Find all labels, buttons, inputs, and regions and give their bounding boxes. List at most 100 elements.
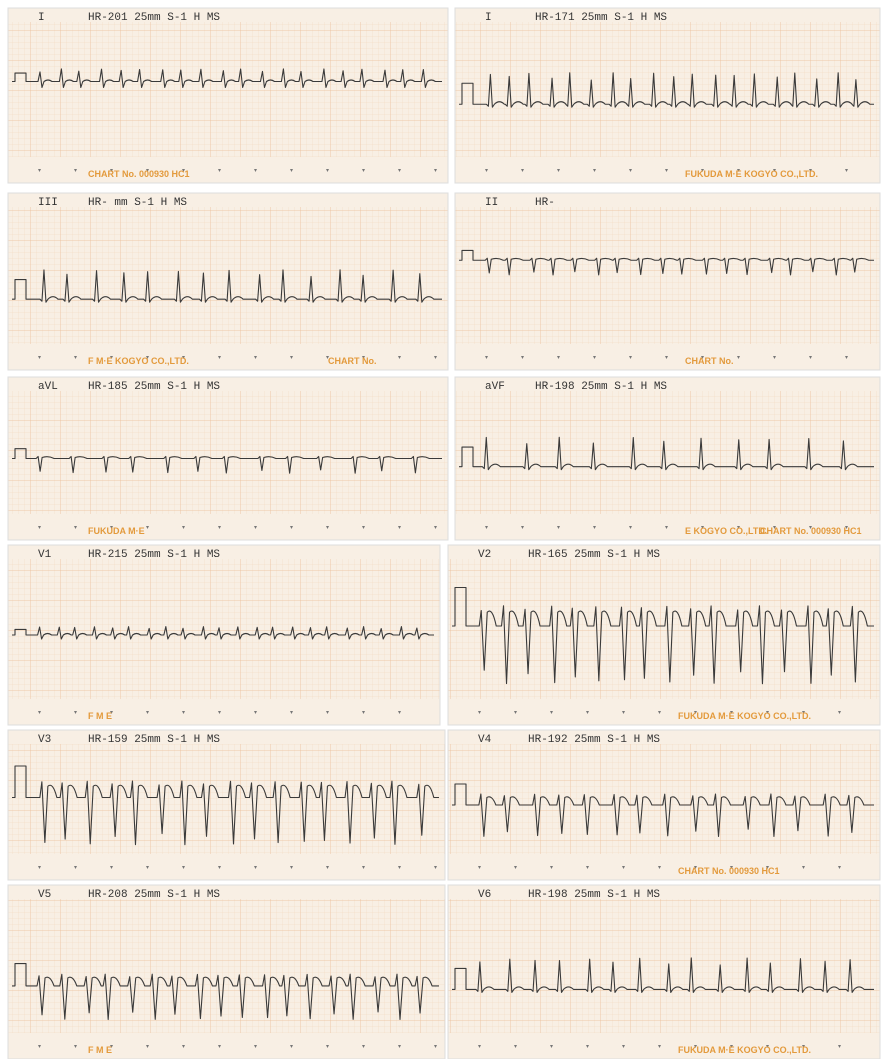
grid [8, 207, 448, 344]
ecg-strip: aVF HR-198 25mm S-1 H MS E KOGYO CO.,LTD.C… [454, 376, 881, 541]
shadow [447, 884, 881, 1059]
timing-mark [110, 526, 113, 529]
ecg-trace [12, 765, 439, 846]
ecg-strip: V5 HR-208 25mm S-1 H MS F M E [7, 884, 446, 1059]
ecg-trace [452, 957, 874, 993]
timing-mark [182, 169, 185, 172]
timing-mark [550, 711, 553, 714]
timing-mark [773, 169, 776, 172]
strip-header: HR- [535, 197, 555, 209]
strip-footer: CHART No. 000930 HC1 [678, 866, 780, 876]
timing-mark [146, 1045, 149, 1048]
timing-mark [434, 526, 437, 529]
timing-mark [254, 169, 257, 172]
timing-mark [622, 711, 625, 714]
timing-mark [485, 356, 488, 359]
timing-mark [586, 866, 589, 869]
lead-label: V3 [38, 734, 51, 746]
grid [448, 899, 880, 1033]
lead-label: V2 [478, 549, 491, 561]
shadow [447, 729, 881, 881]
strip-footer: F M E [88, 711, 112, 721]
timing-mark [701, 169, 704, 172]
timing-mark [773, 356, 776, 359]
timing-mark [110, 169, 113, 172]
timing-mark [701, 356, 704, 359]
timing-mark [593, 169, 596, 172]
grid [455, 391, 880, 514]
timing-mark [218, 169, 221, 172]
timing-mark [838, 711, 841, 714]
ecg-trace [12, 269, 442, 303]
timing-mark [694, 711, 697, 714]
timing-mark [38, 866, 41, 869]
lead-label: II [485, 197, 498, 209]
timing-mark [290, 711, 293, 714]
ecg-strip: V1 HR-215 25mm S-1 H MS F M E [7, 544, 441, 726]
timing-mark [766, 711, 769, 714]
timing-mark [550, 1045, 553, 1048]
strip-footer: F M E [88, 1045, 112, 1055]
timing-mark [845, 356, 848, 359]
shadow [7, 376, 449, 541]
lead-label: aVL [38, 381, 58, 393]
timing-mark [38, 356, 41, 359]
timing-mark [521, 169, 524, 172]
ecg-trace [12, 68, 442, 89]
timing-mark [809, 526, 812, 529]
timing-mark [182, 1045, 185, 1048]
timing-mark [110, 356, 113, 359]
timing-mark [658, 1045, 661, 1048]
grid [448, 559, 880, 699]
timing-mark [838, 1045, 841, 1048]
ecg-trace [459, 72, 874, 108]
grid [8, 391, 448, 514]
strip-footer: E KOGYO CO.,LTD. [685, 526, 767, 536]
timing-mark [514, 866, 517, 869]
timing-mark [326, 356, 329, 359]
grid [455, 207, 880, 344]
timing-mark [434, 356, 437, 359]
timing-mark [182, 866, 185, 869]
timing-mark [802, 866, 805, 869]
timing-mark [38, 169, 41, 172]
ecg-strip: I HR-201 25mm S-1 H MS CHART No. 000930 HC… [7, 7, 449, 184]
timing-mark [110, 866, 113, 869]
timing-mark [38, 1045, 41, 1048]
timing-mark [362, 866, 365, 869]
ecg-strip: III HR- mm S-1 H MS F M·E KOGYO CO.,LTD. CH… [7, 192, 449, 371]
strip-header: HR-185 25mm S-1 H MS [88, 381, 220, 393]
timing-mark [146, 169, 149, 172]
timing-mark [730, 866, 733, 869]
ecg-strip: V4 HR-192 25mm S-1 H MS CHART No. 000930 H… [447, 729, 881, 881]
strip-footer: FUKUDA M·E KOGYO CO.,LTD. [678, 711, 811, 721]
strip-header: HR-171 25mm S-1 H MS [535, 12, 667, 24]
lead-label: V4 [478, 734, 492, 746]
timing-mark [254, 711, 257, 714]
timing-mark [290, 1045, 293, 1048]
shadow [7, 544, 441, 726]
timing-mark [254, 1045, 257, 1048]
timing-mark [74, 711, 77, 714]
timing-mark [485, 526, 488, 529]
timing-mark [730, 711, 733, 714]
shadow [454, 192, 881, 371]
timing-mark [290, 356, 293, 359]
timing-mark [665, 356, 668, 359]
timing-mark [593, 356, 596, 359]
grid [8, 744, 445, 854]
timing-mark [110, 711, 113, 714]
timing-mark [557, 169, 560, 172]
timing-mark [182, 711, 185, 714]
timing-mark [434, 1045, 437, 1048]
strip-header: HR-215 25mm S-1 H MS [88, 549, 220, 561]
strip-footer: CHART No. [328, 356, 377, 366]
timing-mark [557, 526, 560, 529]
grid [8, 22, 448, 157]
timing-mark [766, 1045, 769, 1048]
strip-footer: CHART No. 000930 HC1 [88, 169, 190, 179]
timing-mark [629, 169, 632, 172]
timing-mark [701, 526, 704, 529]
timing-mark [521, 356, 524, 359]
ecg-strip: aVL HR-185 25mm S-1 H MS FUKUDA M·E [7, 376, 449, 541]
